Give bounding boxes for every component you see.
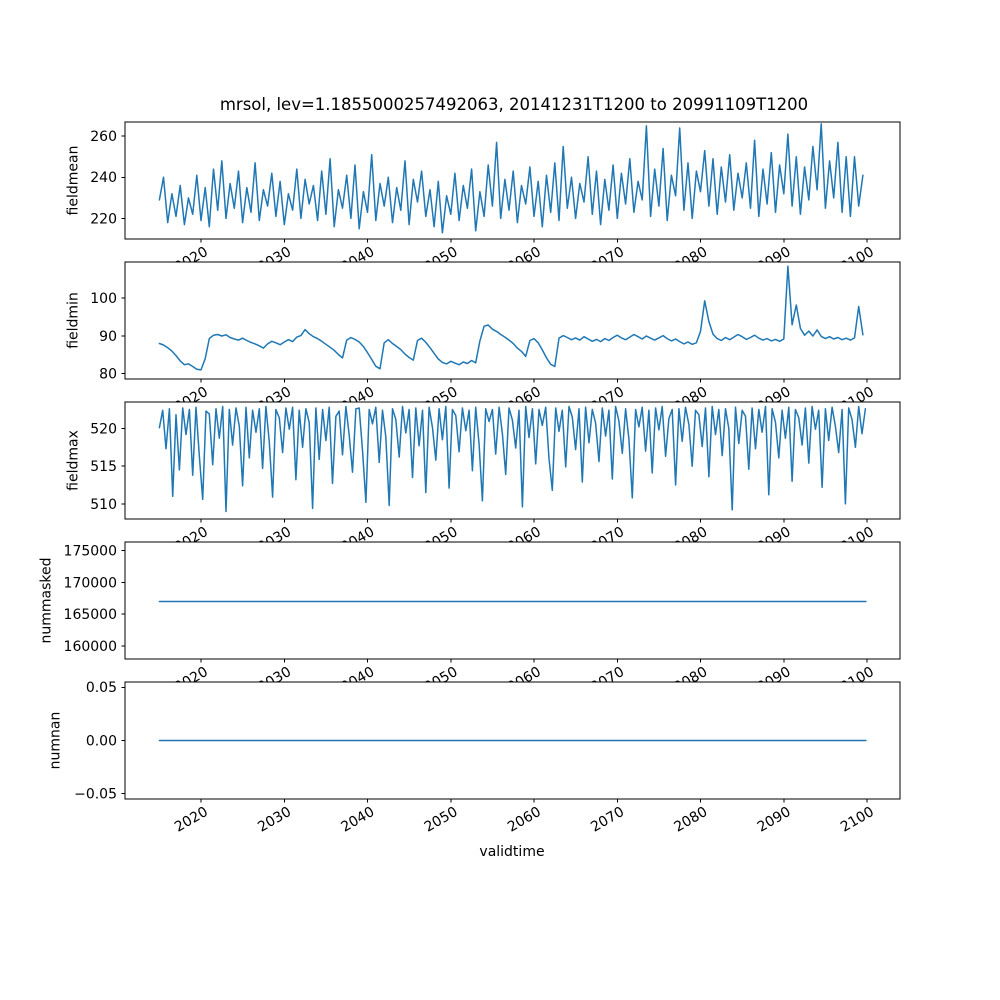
- y-tick-label: 80: [99, 367, 117, 383]
- y-tick-label: 175000: [64, 544, 117, 560]
- fieldmax-line: [158, 405, 867, 513]
- y-tick-label: 160000: [64, 639, 117, 655]
- y-tick-label: 220: [90, 211, 117, 227]
- axes-border: [124, 121, 901, 240]
- chart-title: mrsol, lev=1.1855000257492063, 20141231T…: [220, 95, 808, 114]
- fieldmin-ylabel: fieldmin: [65, 292, 81, 349]
- y-tick-label: 170000: [64, 575, 117, 591]
- y-tick-label: 260: [90, 129, 117, 145]
- axes-background: [125, 542, 900, 659]
- fieldmean-line: [158, 123, 864, 234]
- nummasked-ylabel: nummasked: [39, 557, 55, 643]
- numnan-ylabel: numnan: [48, 712, 64, 770]
- y-tick-label: 90: [99, 329, 117, 345]
- axes-border: [124, 401, 901, 520]
- y-tick-label: 515: [90, 459, 117, 475]
- y-tick-label: 165000: [64, 607, 117, 623]
- y-tick-label: 520: [90, 421, 117, 437]
- axes-background: [125, 262, 900, 379]
- y-tick-label: 240: [90, 170, 117, 186]
- y-tick-label: 0.00: [86, 733, 117, 749]
- y-tick-label: 510: [90, 497, 117, 513]
- fieldmean-ylabel: fieldmean: [65, 146, 81, 216]
- axes-border: [124, 261, 901, 380]
- fieldmax-ylabel: fieldmax: [65, 430, 81, 491]
- axes-border: [124, 541, 901, 660]
- x-axis-label: validtime: [479, 844, 544, 860]
- y-tick-label: −0.05: [74, 787, 117, 803]
- y-tick-label: 0.05: [86, 680, 117, 696]
- fieldmin-line: [158, 265, 864, 371]
- y-tick-label: 100: [90, 291, 117, 307]
